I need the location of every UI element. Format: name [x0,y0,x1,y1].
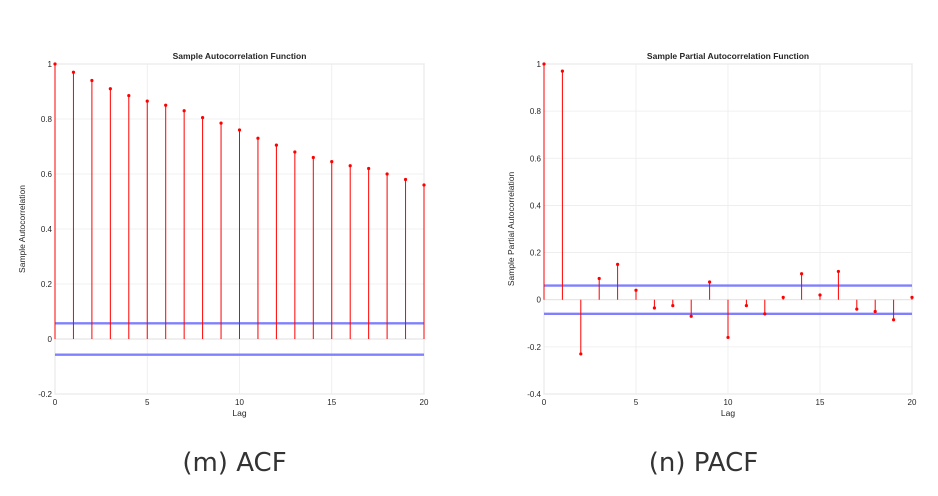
pacf-point-lag-19 [892,318,896,322]
acf-point-lag-11 [256,136,260,140]
acf-point-lag-18 [385,172,389,176]
pacf-ytick-label: 0 [537,296,542,305]
pacf-xtick-label: 0 [542,398,547,407]
pacf-ylabel: Sample Partial Autocorrelation [506,172,516,287]
pacf-title: Sample Partial Autocorrelation Function [647,51,809,61]
pacf-point-lag-4 [616,262,620,266]
acf-ytick-label: 0.2 [41,280,53,289]
pacf-ytick-label: 0.6 [530,154,542,163]
acf-point-lag-20 [422,183,426,187]
acf-point-lag-9 [219,121,223,125]
acf-point-lag-19 [403,177,408,182]
acf-ytick-label: 0 [48,335,53,344]
pacf-point-lag-9 [708,280,712,284]
acf-point-lag-14 [311,155,315,160]
acf-point-lag-5 [145,99,149,103]
acf-point-lag-17 [367,166,371,171]
acf-xtick-label: 15 [327,398,336,407]
pacf-chart: 0 5 10 15 20 -0.4 -0.2 0 0.2 0.4 0.6 0.8 1 Sample Par… [506,51,917,418]
acf-ytick-label: 1 [48,60,53,69]
acf-point-lag-4 [127,94,131,98]
pacf-xtick-label: 10 [724,398,733,407]
pacf-ytick-label: 0.2 [530,249,542,258]
pacf-xlabel: Lag [721,408,735,418]
pacf-point-lag-16 [836,269,840,274]
acf-xlabel: Lag [232,408,246,418]
pacf-point-lag-17 [855,307,859,311]
acf-point-lag-16 [348,164,352,168]
pacf-ytick-label: 1 [537,60,542,69]
pacf-ytick-label: 0.4 [530,201,542,210]
pacf-point-lag-1 [560,69,564,73]
pacf-point-lag-0 [542,62,546,66]
pacf-point-lag-13 [781,295,785,299]
acf-ytick-label: 0.6 [41,170,53,179]
acf-xtick-label: 20 [420,398,429,407]
acf-ytick-label: 0.4 [41,225,53,234]
acf-point-lag-13 [293,150,297,154]
pacf-point-lag-3 [597,276,601,281]
acf-caption: (m) ACF [182,448,287,478]
acf-point-lag-3 [108,87,112,91]
acf-point-lag-2 [90,78,94,83]
pacf-point-lag-12 [763,312,767,316]
acf-ylabel: Sample Autocorrelation [17,185,27,273]
acf-ytick-label: -0.2 [38,390,52,399]
acf-point-lag-15 [330,160,334,164]
acf-point-lag-0 [53,62,57,66]
pacf-point-lag-15 [818,293,822,297]
pacf-ytick-label: -0.4 [527,390,541,399]
pacf-point-lag-11 [744,304,748,308]
pacf-panel: 0 5 10 15 20 -0.4 -0.2 0 0.2 0.4 0.6 0.8 1 Sample Par… [469,0,938,496]
pacf-xtick-label: 5 [634,398,639,407]
acf-point-lag-6 [164,103,168,107]
pacf-point-lag-20 [910,295,914,299]
pacf-point-lag-8 [689,314,693,318]
acf-ytick-label: 0.8 [41,115,53,124]
acf-xtick-label: 10 [235,398,244,407]
pacf-point-lag-7 [671,304,675,308]
pacf-point-lag-18 [873,309,877,314]
pacf-point-lag-10 [726,335,730,340]
acf-point-lag-7 [182,109,186,113]
pacf-point-lag-2 [579,352,583,356]
pacf-xtick-label: 15 [816,398,825,407]
acf-point-lag-10 [237,128,242,132]
pacf-point-lag-6 [652,306,656,310]
acf-title: Sample Autocorrelation Function [173,51,307,61]
pacf-ytick-label: -0.2 [527,343,541,352]
pacf-point-lag-14 [800,272,804,276]
pacf-xtick-label: 20 [908,398,917,407]
pacf-ytick-label: 0.8 [530,107,542,116]
acf-xtick-label: 5 [145,398,150,407]
acf-xtick-label: 0 [53,398,58,407]
acf-panel: 0 5 10 15 20 -0.2 0 0.2 0.4 0.6 0.8 1 Sample Autocor… [17,51,429,478]
acf-point-lag-1 [71,70,76,74]
acf-point-lag-12 [274,143,278,147]
acf-point-lag-8 [201,116,205,120]
pacf-point-lag-5 [634,288,638,292]
pacf-caption: (n) PACF [648,448,759,478]
